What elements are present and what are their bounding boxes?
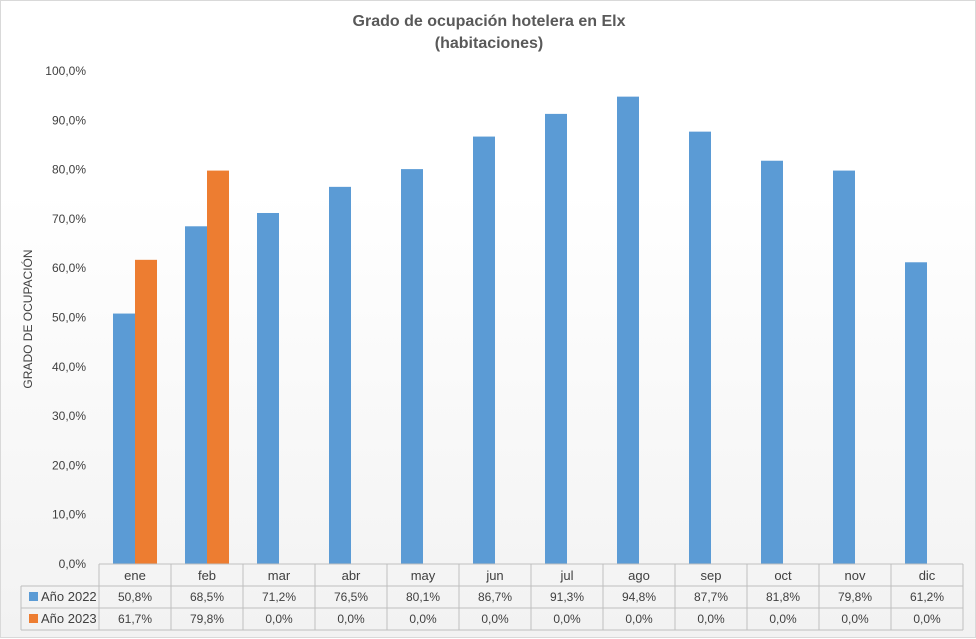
data-label: 0,0% (625, 612, 653, 626)
data-label: 91,3% (550, 590, 584, 604)
bar-2022-sep (689, 131, 711, 564)
bar-2022-may (401, 169, 423, 564)
data-label: 80,1% (406, 590, 440, 604)
category-label-ene: ene (124, 568, 146, 583)
data-label: 0,0% (409, 612, 437, 626)
y-tick-label: 70,0% (52, 212, 86, 226)
data-label: 61,2% (910, 590, 944, 604)
y-tick-label: 20,0% (52, 458, 86, 472)
y-tick-label: 60,0% (52, 261, 86, 275)
category-label-feb: feb (198, 568, 216, 583)
data-label: 79,8% (190, 612, 224, 626)
data-label: 71,2% (262, 590, 296, 604)
legend-label-2022: Año 2022 (41, 589, 97, 604)
data-label: 76,5% (334, 590, 368, 604)
bar-2022-dic (905, 262, 927, 564)
bar-2022-ago (617, 96, 639, 565)
category-label-jun: jun (485, 568, 503, 583)
legend-key-2022 (29, 592, 38, 601)
category-label-mar: mar (268, 568, 291, 583)
bar-2023-ene (135, 259, 157, 564)
category-label-oct: oct (774, 568, 792, 583)
bar-2022-jun (473, 136, 495, 564)
bar-2022-ene (113, 313, 135, 564)
data-label: 0,0% (481, 612, 509, 626)
y-tick-label: 80,0% (52, 163, 86, 177)
data-label: 50,8% (118, 590, 152, 604)
y-tick-label: 40,0% (52, 360, 86, 374)
data-label: 61,7% (118, 612, 152, 626)
category-label-nov: nov (845, 568, 866, 583)
category-label-jul: jul (559, 568, 573, 583)
data-label: 0,0% (841, 612, 869, 626)
y-tick-label: 100,0% (45, 64, 86, 78)
bar-2022-abr (329, 186, 351, 565)
chart-title: Grado de ocupación hotelera en Elx (352, 13, 626, 30)
data-label: 0,0% (265, 612, 293, 626)
data-label: 0,0% (553, 612, 581, 626)
y-tick-label: 0,0% (59, 557, 87, 571)
data-label: 86,7% (478, 590, 512, 604)
data-label: 87,7% (694, 590, 728, 604)
y-tick-label: 30,0% (52, 409, 86, 423)
chart-subtitle: (habitaciones) (434, 35, 544, 52)
category-label-dic: dic (919, 568, 936, 583)
bar-2022-oct (761, 160, 783, 564)
legend-label-2023: Año 2023 (41, 611, 97, 626)
y-tick-label: 90,0% (52, 113, 86, 127)
data-label: 81,8% (766, 590, 800, 604)
data-label: 94,8% (622, 590, 656, 604)
data-label: 0,0% (697, 612, 725, 626)
y-tick-label: 50,0% (52, 311, 86, 325)
bar-2022-mar (257, 212, 279, 564)
data-label: 0,0% (769, 612, 797, 626)
bar-2022-nov (833, 170, 855, 564)
y-tick-label: 10,0% (52, 508, 86, 522)
bar-2023-feb (207, 170, 229, 564)
category-label-abr: abr (342, 568, 361, 583)
bar-2022-feb (185, 226, 207, 565)
category-label-may: may (411, 568, 436, 583)
data-label: 0,0% (337, 612, 365, 626)
data-label: 0,0% (913, 612, 941, 626)
category-label-sep: sep (701, 568, 722, 583)
legend-key-2023 (29, 614, 38, 623)
category-label-ago: ago (628, 568, 650, 583)
data-label: 68,5% (190, 590, 224, 604)
bar-2022-jul (545, 113, 567, 565)
data-label: 79,8% (838, 590, 872, 604)
